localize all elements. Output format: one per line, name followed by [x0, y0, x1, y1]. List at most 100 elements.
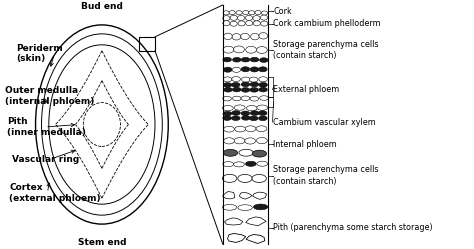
Ellipse shape — [223, 46, 234, 53]
Ellipse shape — [246, 15, 253, 20]
Ellipse shape — [223, 16, 230, 21]
Ellipse shape — [234, 162, 245, 167]
Ellipse shape — [253, 16, 260, 21]
Ellipse shape — [259, 82, 267, 87]
Ellipse shape — [223, 11, 229, 15]
Ellipse shape — [250, 82, 259, 87]
Ellipse shape — [241, 88, 250, 92]
Ellipse shape — [249, 116, 258, 121]
Ellipse shape — [256, 137, 267, 144]
Ellipse shape — [238, 174, 252, 183]
Polygon shape — [253, 192, 266, 199]
Ellipse shape — [232, 111, 240, 115]
Text: Vascular ring: Vascular ring — [12, 155, 79, 164]
Ellipse shape — [252, 175, 266, 183]
Text: Bud end: Bud end — [81, 2, 123, 11]
Ellipse shape — [235, 126, 246, 132]
Ellipse shape — [223, 162, 234, 167]
Ellipse shape — [256, 126, 267, 131]
Ellipse shape — [245, 126, 256, 131]
Ellipse shape — [236, 11, 242, 15]
Text: Internal phloem: Internal phloem — [273, 140, 337, 149]
Ellipse shape — [224, 126, 235, 132]
Ellipse shape — [222, 174, 237, 182]
Ellipse shape — [249, 11, 255, 15]
Ellipse shape — [241, 67, 250, 72]
Ellipse shape — [250, 96, 259, 101]
Ellipse shape — [241, 96, 250, 101]
Ellipse shape — [238, 205, 252, 210]
Ellipse shape — [223, 67, 232, 72]
Polygon shape — [246, 235, 265, 244]
Ellipse shape — [252, 150, 266, 157]
Ellipse shape — [246, 21, 253, 26]
Ellipse shape — [241, 58, 250, 62]
Ellipse shape — [224, 138, 235, 144]
Ellipse shape — [231, 82, 240, 87]
Ellipse shape — [234, 138, 245, 144]
Ellipse shape — [232, 34, 241, 40]
Ellipse shape — [258, 116, 267, 121]
Ellipse shape — [223, 116, 231, 120]
Ellipse shape — [241, 111, 250, 116]
Ellipse shape — [238, 21, 245, 26]
Ellipse shape — [257, 161, 268, 166]
Text: Storage parenchyma cells
(contain starch): Storage parenchyma cells (contain starch… — [273, 166, 379, 186]
Ellipse shape — [233, 58, 241, 62]
Ellipse shape — [231, 116, 240, 121]
Text: Cork: Cork — [273, 7, 292, 16]
Ellipse shape — [232, 67, 241, 72]
Ellipse shape — [234, 46, 245, 53]
Ellipse shape — [246, 46, 256, 53]
Polygon shape — [225, 218, 243, 225]
Text: Cambium vascular xylem: Cambium vascular xylem — [273, 118, 376, 126]
Ellipse shape — [223, 149, 237, 156]
Ellipse shape — [222, 106, 233, 111]
Ellipse shape — [245, 138, 255, 144]
Ellipse shape — [254, 204, 268, 210]
Ellipse shape — [253, 21, 260, 26]
Ellipse shape — [250, 67, 259, 72]
Polygon shape — [228, 234, 246, 243]
Text: Pith
(inner medulla): Pith (inner medulla) — [7, 117, 86, 137]
Ellipse shape — [258, 111, 267, 116]
Polygon shape — [246, 217, 266, 226]
Ellipse shape — [241, 33, 249, 40]
Ellipse shape — [262, 11, 268, 15]
Text: Periderm
(skin): Periderm (skin) — [17, 44, 64, 63]
Ellipse shape — [259, 58, 268, 62]
Ellipse shape — [255, 10, 261, 15]
Ellipse shape — [241, 116, 250, 120]
Ellipse shape — [237, 15, 245, 20]
Ellipse shape — [223, 83, 232, 87]
Ellipse shape — [246, 106, 257, 111]
Text: Storage parenchyma cells
(contain starch): Storage parenchyma cells (contain starch… — [273, 40, 379, 60]
Ellipse shape — [243, 10, 249, 15]
Ellipse shape — [232, 96, 241, 101]
Text: Pith (parenchyma some starch storage): Pith (parenchyma some starch storage) — [273, 223, 433, 232]
Ellipse shape — [249, 77, 258, 82]
Ellipse shape — [241, 77, 250, 82]
Ellipse shape — [230, 15, 237, 20]
Text: Stem end: Stem end — [78, 238, 126, 247]
Ellipse shape — [223, 111, 232, 116]
Ellipse shape — [232, 76, 240, 82]
Text: External phloem: External phloem — [273, 85, 340, 94]
Ellipse shape — [259, 87, 267, 92]
Ellipse shape — [261, 21, 268, 26]
Ellipse shape — [259, 77, 267, 82]
Ellipse shape — [230, 21, 237, 26]
Ellipse shape — [234, 105, 245, 110]
Ellipse shape — [229, 11, 235, 15]
Ellipse shape — [223, 57, 231, 62]
Ellipse shape — [250, 33, 259, 40]
Ellipse shape — [224, 33, 232, 40]
Ellipse shape — [224, 87, 232, 92]
Bar — [139, 37, 155, 51]
Text: Cortex
(external phloem): Cortex (external phloem) — [9, 183, 101, 203]
Ellipse shape — [250, 57, 259, 62]
Ellipse shape — [259, 33, 268, 39]
Ellipse shape — [260, 96, 268, 100]
Polygon shape — [239, 192, 252, 199]
Ellipse shape — [232, 87, 241, 92]
